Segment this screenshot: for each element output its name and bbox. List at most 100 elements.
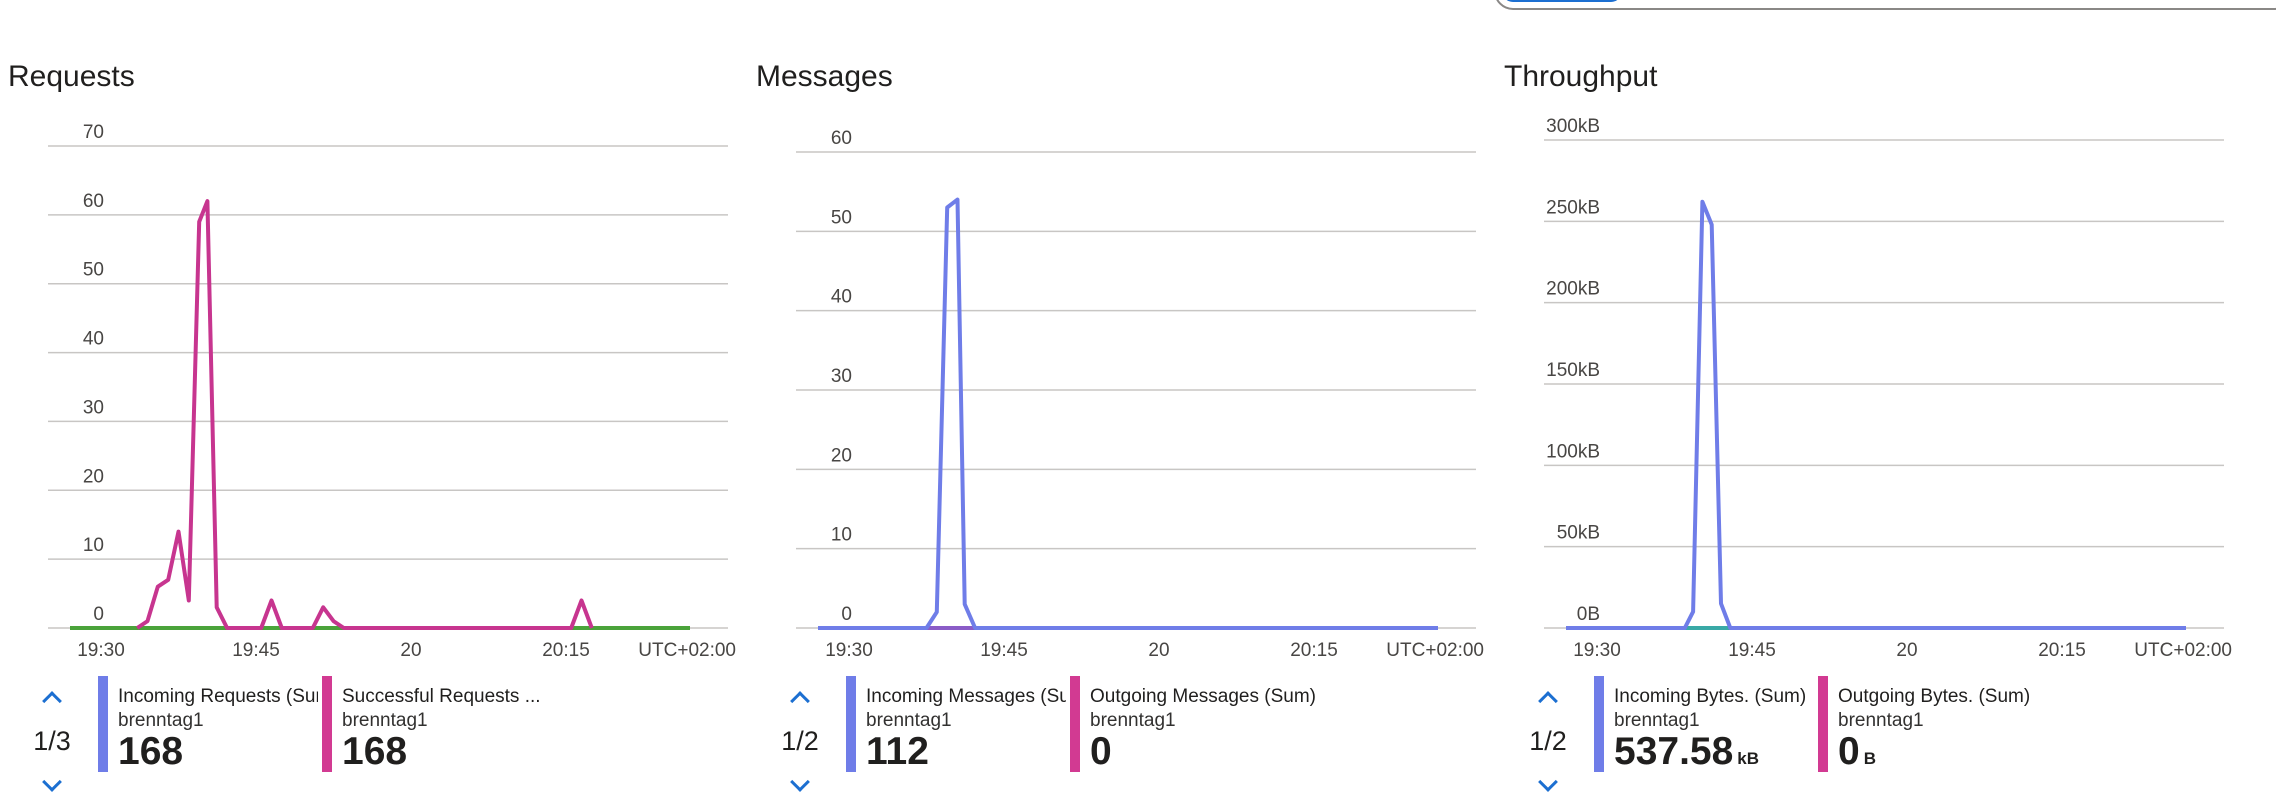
throughput-legend: 1/2 Incoming Bytes. (Sum) brenntag1 537.…	[1496, 672, 2236, 792]
x-tick-label: 19:30	[1573, 640, 1621, 661]
series-color-swatch	[1070, 676, 1080, 772]
value-unit: B	[1863, 749, 1876, 768]
series-color-swatch	[1594, 676, 1604, 772]
x-tick-label: 19:30	[825, 640, 873, 661]
legend-item-outgoing-messages[interactable]: Outgoing Messages (Sum) brenntag1 0	[1070, 676, 1330, 774]
legend-value: 112	[866, 730, 933, 774]
y-tick-label: 0	[841, 604, 852, 625]
legend-resource: brenntag1	[1838, 710, 1924, 731]
legend-pager: 1/2	[776, 672, 824, 792]
y-tick-label: 100kB	[1546, 441, 1600, 462]
series-color-swatch	[322, 676, 332, 772]
panel-title: Messages	[756, 60, 893, 93]
y-tick-label: 30	[83, 397, 104, 418]
value-number: 168	[118, 730, 184, 773]
series-line	[136, 199, 594, 630]
messages-legend: 1/2 Incoming Messages (Sum) brenntag1 11…	[748, 672, 1488, 792]
series-line	[1566, 199, 2186, 630]
y-tick-label: 60	[83, 191, 104, 212]
legend-series-name: Incoming Requests (Sum)	[118, 686, 318, 707]
chevron-up-icon[interactable]	[790, 691, 810, 711]
y-tick-label: 40	[831, 287, 852, 308]
legend-resource: brenntag1	[342, 710, 428, 731]
legend-series-name: Incoming Messages (Sum)	[866, 686, 1066, 707]
y-tick-label: 150kB	[1546, 360, 1600, 381]
legend-item-incoming-requests[interactable]: Incoming Requests (Sum) brenntag1 168	[98, 676, 318, 774]
legend-resource: brenntag1	[866, 710, 952, 731]
messages-chart: 0 10 20 30 40 50 60 19:30 19:45 20 20:15 UTC+02:00	[796, 128, 1484, 661]
pager-label: 1/2	[781, 726, 819, 756]
legend-value: 0	[1090, 730, 1116, 774]
legend-resource: brenntag1	[1614, 710, 1700, 731]
y-tick-label: 50	[83, 260, 104, 281]
pager-label: 1/2	[1529, 726, 1567, 756]
x-tick-label: 20:15	[1290, 640, 1338, 661]
x-tick-label: 19:45	[232, 640, 280, 661]
series-color-swatch	[98, 676, 108, 772]
legend-series-name: Outgoing Messages (Sum)	[1090, 686, 1316, 707]
x-tick-label: 19:45	[980, 640, 1028, 661]
x-tick-label: 20:15	[542, 640, 590, 661]
legend-pager: 1/3	[28, 672, 76, 792]
y-tick-label: 30	[831, 366, 852, 387]
y-tick-label: 60	[831, 128, 852, 149]
chevron-down-icon[interactable]	[1538, 772, 1558, 792]
y-tick-label: 20	[831, 445, 852, 466]
requests-chart: 0 10 20 30 40 50 60 70 19:30 19:45 20 20:15 UTC+02:0…	[48, 122, 736, 661]
value-unit: kB	[1737, 749, 1760, 768]
panel-title: Throughput	[1504, 60, 1658, 93]
y-tick-label: 0B	[1577, 604, 1600, 625]
legend-series-name: Successful Requests ...	[342, 686, 541, 707]
y-tick-label: 40	[83, 329, 104, 350]
series-color-swatch	[846, 676, 856, 772]
value-number: 0	[1838, 730, 1860, 773]
chevron-up-icon[interactable]	[1538, 691, 1558, 711]
requests-panel: Requests 0 10 20 30 40 50 60 70 19:30 19:45 20 20:1…	[0, 0, 748, 804]
timezone-label: UTC+02:00	[638, 640, 736, 661]
y-tick-label: 250kB	[1546, 197, 1600, 218]
value-number: 0	[1090, 730, 1112, 773]
x-tick-label: 20	[1896, 640, 1917, 661]
requests-legend: 1/3 Incoming Requests (Sum) brenntag1 16…	[0, 672, 740, 792]
x-tick-label: 20	[400, 640, 421, 661]
y-tick-label: 300kB	[1546, 116, 1600, 137]
time-range-selected-segment[interactable]	[1502, 0, 1622, 2]
legend-pager: 1/2	[1524, 672, 1572, 792]
value-number: 112	[866, 730, 929, 773]
legend-item-incoming-bytes[interactable]: Incoming Bytes. (Sum) brenntag1 537.58 kB	[1594, 676, 1814, 774]
legend-item-successful-requests[interactable]: Successful Requests ... brenntag1 168	[322, 676, 542, 774]
timezone-label: UTC+02:00	[2134, 640, 2232, 661]
legend-series-name: Incoming Bytes. (Sum)	[1614, 686, 1807, 707]
legend-value: 537.58 kB	[1614, 730, 1759, 774]
x-tick-label: 20	[1148, 640, 1169, 661]
value-number: 168	[342, 730, 408, 773]
chevron-down-icon[interactable]	[42, 772, 62, 792]
throughput-chart: 0B 50kB 100kB 150kB 200kB 250kB 300kB 19:30 19:4…	[1544, 116, 2232, 661]
legend-item-incoming-messages[interactable]: Incoming Messages (Sum) brenntag1 112	[846, 676, 1066, 774]
y-tick-label: 200kB	[1546, 279, 1600, 300]
legend-value: 168	[342, 730, 411, 774]
x-tick-label: 19:30	[77, 640, 125, 661]
pager-label: 1/3	[33, 726, 71, 756]
x-tick-label: 19:45	[1728, 640, 1776, 661]
y-tick-label: 50kB	[1557, 523, 1600, 544]
x-tick-label: 20:15	[2038, 640, 2086, 661]
throughput-panel: Throughput 0B 50kB 100kB 150kB 200kB 250kB 300…	[1496, 0, 2244, 804]
y-tick-label: 20	[83, 466, 104, 487]
y-tick-label: 70	[83, 122, 104, 143]
y-tick-label: 10	[83, 535, 104, 556]
chevron-up-icon[interactable]	[42, 691, 62, 711]
legend-resource: brenntag1	[118, 710, 204, 731]
panel-title: Requests	[8, 60, 135, 93]
series-line	[818, 197, 1438, 630]
legend-resource: brenntag1	[1090, 710, 1176, 731]
y-tick-label: 0	[93, 604, 104, 625]
value-number: 537.58	[1614, 730, 1734, 773]
series-color-swatch	[1818, 676, 1828, 772]
timezone-label: UTC+02:00	[1386, 640, 1484, 661]
legend-value: 168	[118, 730, 187, 774]
y-tick-label: 50	[831, 207, 852, 228]
chevron-down-icon[interactable]	[790, 772, 810, 792]
